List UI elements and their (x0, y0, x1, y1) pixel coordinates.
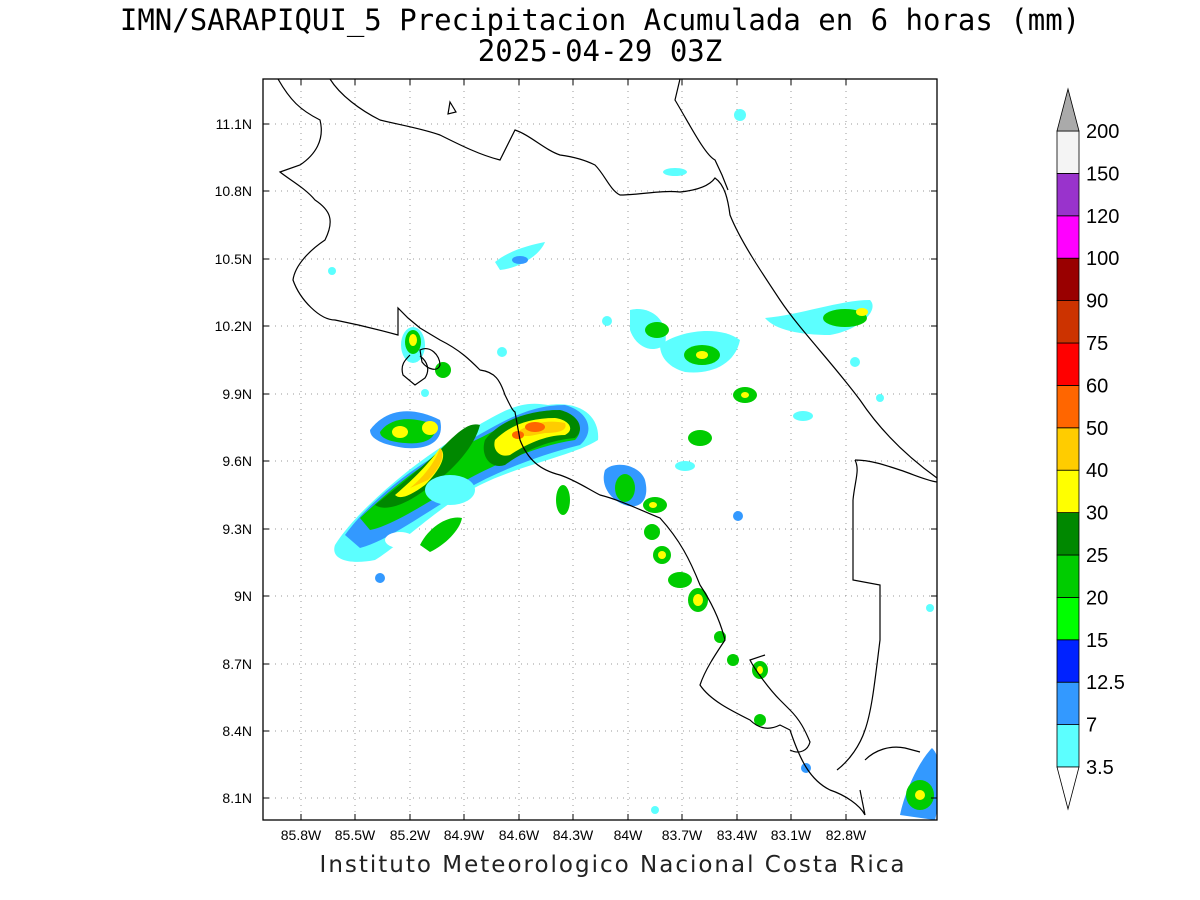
lon-tick-label: 85.5W (335, 827, 376, 843)
colorbar-swatch (1056, 384, 1080, 429)
lat-tick-label: 8.7N (222, 656, 252, 672)
lat-tick-label: 10.8N (215, 183, 252, 199)
lon-tick-label: 85.2W (390, 827, 431, 843)
colorbar-swatch (1056, 215, 1080, 259)
lat-tick-label: 9.9N (222, 386, 252, 402)
lat-tick-label: 9.6N (222, 453, 252, 469)
lon-tick-label: 84.3W (553, 827, 594, 843)
colorbar-label: 50 (1086, 418, 1108, 440)
colorbar-label: 7 (1086, 715, 1097, 737)
lon-tick-label: 83.7W (662, 827, 703, 843)
colorbar-label: 20 (1086, 587, 1108, 609)
lat-tick-label: 9.3N (222, 521, 252, 537)
colorbar-swatch (1056, 257, 1080, 302)
longitude-axis: 85.8W 85.5W 85.2W 84.9W 84.6W 84.3W 84W 83.7W 83… (281, 79, 867, 843)
footer-credit: Instituto Meteorologico Nacional Costa R… (319, 852, 907, 878)
latitude-axis: 11.1N 10.8N 10.5N 10.2N 9.9N 9.6N 9.3N 9N 8.7N 8.… (215, 116, 937, 806)
colorbar-label: 3.5 (1086, 757, 1114, 779)
colorbar-label: 100 (1086, 248, 1119, 270)
colorbar: 3.5 7 12.5 15 20 25 30 40 50 60 75 90 100 120 150 200 (1056, 87, 1125, 811)
lon-tick-label: 84W (614, 827, 644, 843)
colorbar-over-triangle (1056, 87, 1080, 132)
colorbar-label: 200 (1086, 121, 1119, 143)
colorbar-label: 60 (1086, 375, 1108, 397)
colorbar-swatch (1056, 639, 1080, 683)
colorbar-label: 15 (1086, 630, 1108, 652)
colorbar-swatch (1056, 597, 1080, 641)
colorbar-swatch (1056, 300, 1080, 344)
colorbar-under-triangle (1056, 766, 1080, 811)
colorbar-swatch (1056, 130, 1080, 174)
colorbar-swatch (1056, 342, 1080, 386)
gridlines (263, 79, 937, 820)
lat-tick-label: 8.1N (222, 790, 252, 806)
lon-tick-label: 83.4W (717, 827, 758, 843)
colorbar-label: 75 (1086, 333, 1108, 355)
colorbar-swatch (1056, 724, 1080, 768)
lat-tick-label: 11.1N (216, 116, 252, 132)
lat-tick-label: 9N (234, 588, 252, 604)
colorbar-swatch (1056, 172, 1080, 217)
colorbar-label: 30 (1086, 503, 1108, 525)
lat-tick-label: 10.2N (215, 318, 252, 334)
colorbar-swatch (1056, 427, 1080, 471)
colorbar-label: 120 (1086, 206, 1119, 228)
colorbar-swatch (1056, 512, 1080, 556)
colorbar-label: 25 (1086, 545, 1108, 567)
colorbar-label: 90 (1086, 291, 1108, 313)
plot-frame (262, 78, 938, 821)
lat-tick-label: 8.4N (222, 723, 252, 739)
colorbar-label: 12.5 (1086, 672, 1125, 694)
colorbar-swatch (1056, 681, 1080, 726)
lon-tick-label: 84.9W (444, 827, 485, 843)
coastlines (277, 79, 937, 816)
lon-tick-label: 82.8W (826, 827, 867, 843)
lon-tick-label: 85.8W (281, 827, 322, 843)
map-timestamp: 2025-04-29 03Z (477, 34, 723, 68)
colorbar-swatch (1056, 554, 1080, 598)
precipitation-field (328, 109, 937, 820)
colorbar-label: 40 (1086, 460, 1108, 482)
colorbar-label: 150 (1086, 163, 1119, 185)
lon-tick-label: 84.6W (499, 827, 540, 843)
lon-tick-label: 83.1W (771, 827, 812, 843)
map-title: IMN/SARAPIQUI_5 Precipitacion Acumulada … (119, 3, 1081, 37)
colorbar-swatch (1056, 469, 1080, 514)
lat-tick-label: 10.5N (215, 251, 252, 267)
